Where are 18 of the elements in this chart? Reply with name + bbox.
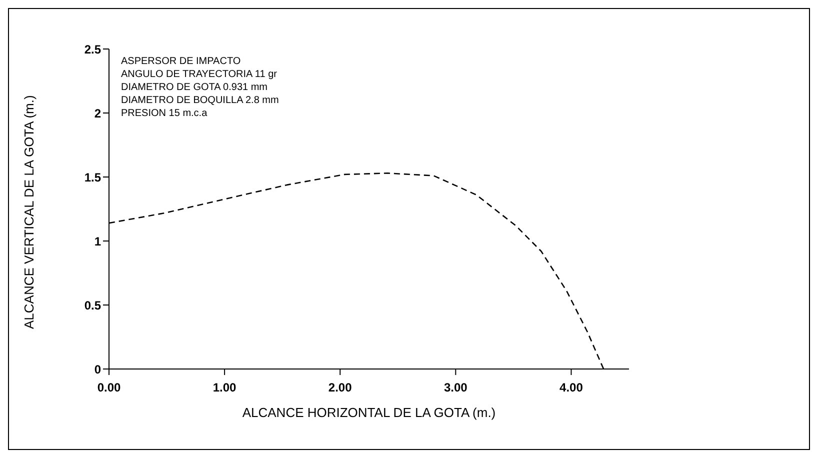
x-axis-title: ALCANCE HORIZONTAL DE LA GOTA (m.) (242, 405, 496, 420)
y-tick-label: 1 (94, 234, 102, 248)
y-tick-label: 0.5 (84, 298, 102, 312)
annotation: PRESION 15 m.c.a (121, 107, 208, 120)
x-tick-label: 0.00 (97, 380, 121, 395)
x-tick-label: 1.00 (212, 380, 237, 395)
y-axis-title: ALCANCE VERTICAL DE LA GOTA (m.) (22, 95, 37, 329)
y-tick-label: 1.5 (84, 170, 102, 184)
annotation: DIAMETRO DE GOTA 0.931 mm (121, 81, 269, 94)
y-tick-label: 2.5 (84, 42, 102, 56)
annotation: ANGULO DE TRAYECTORIA 11 gr (121, 68, 278, 81)
x-tick-label: 4.00 (560, 380, 584, 395)
annotation: DIAMETRO DE BOQUILLA 2.8 mm (121, 94, 279, 107)
x-tick-label: 2.00 (328, 380, 352, 395)
x-tick-label: 3.00 (444, 380, 468, 395)
y-tick-label: 0 (94, 362, 102, 376)
annotation: ASPERSOR DE IMPACTO (121, 55, 242, 68)
y-tick-label: 2 (94, 106, 102, 120)
